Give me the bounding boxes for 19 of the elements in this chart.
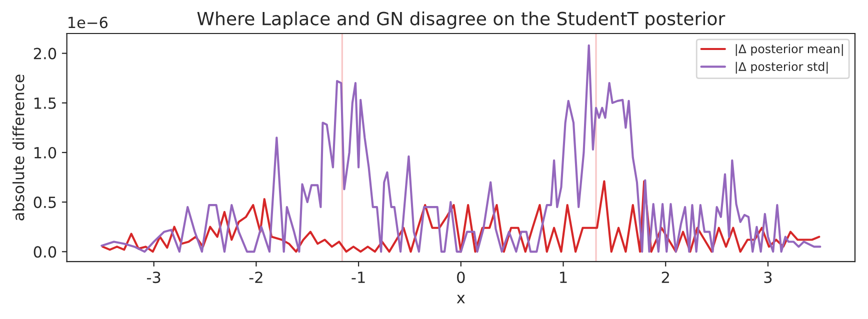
y-tick-label: 2.0 bbox=[34, 48, 56, 60]
chart-title: Where Laplace and GN disagree on the StudentT posterior bbox=[197, 11, 726, 29]
line-series bbox=[102, 180, 820, 253]
y-axis-title: absolute difference bbox=[12, 74, 24, 220]
y-tick-label: 1.0 bbox=[34, 146, 56, 159]
legend-label: |Δ posterior mean| bbox=[736, 44, 843, 56]
x-tick-label: -2 bbox=[249, 272, 262, 283]
text: 1e−6 bbox=[68, 16, 108, 28]
x-tick-label: 1 bbox=[560, 272, 567, 283]
x-tick-label: 2 bbox=[662, 272, 669, 283]
x-tick-label: -1 bbox=[352, 272, 365, 283]
legend-label: |Δ posterior std| bbox=[736, 62, 828, 74]
x-tick-label: 0 bbox=[457, 272, 465, 284]
x-axis-title: x bbox=[456, 294, 465, 304]
y-tick-label: 0.5 bbox=[34, 196, 56, 208]
x-tick-label: -3 bbox=[146, 272, 160, 284]
x-tick-label: 3 bbox=[764, 272, 772, 284]
y-tick-label: 1.5 bbox=[34, 98, 56, 109]
y-tick-label: 0.0 bbox=[34, 246, 56, 258]
